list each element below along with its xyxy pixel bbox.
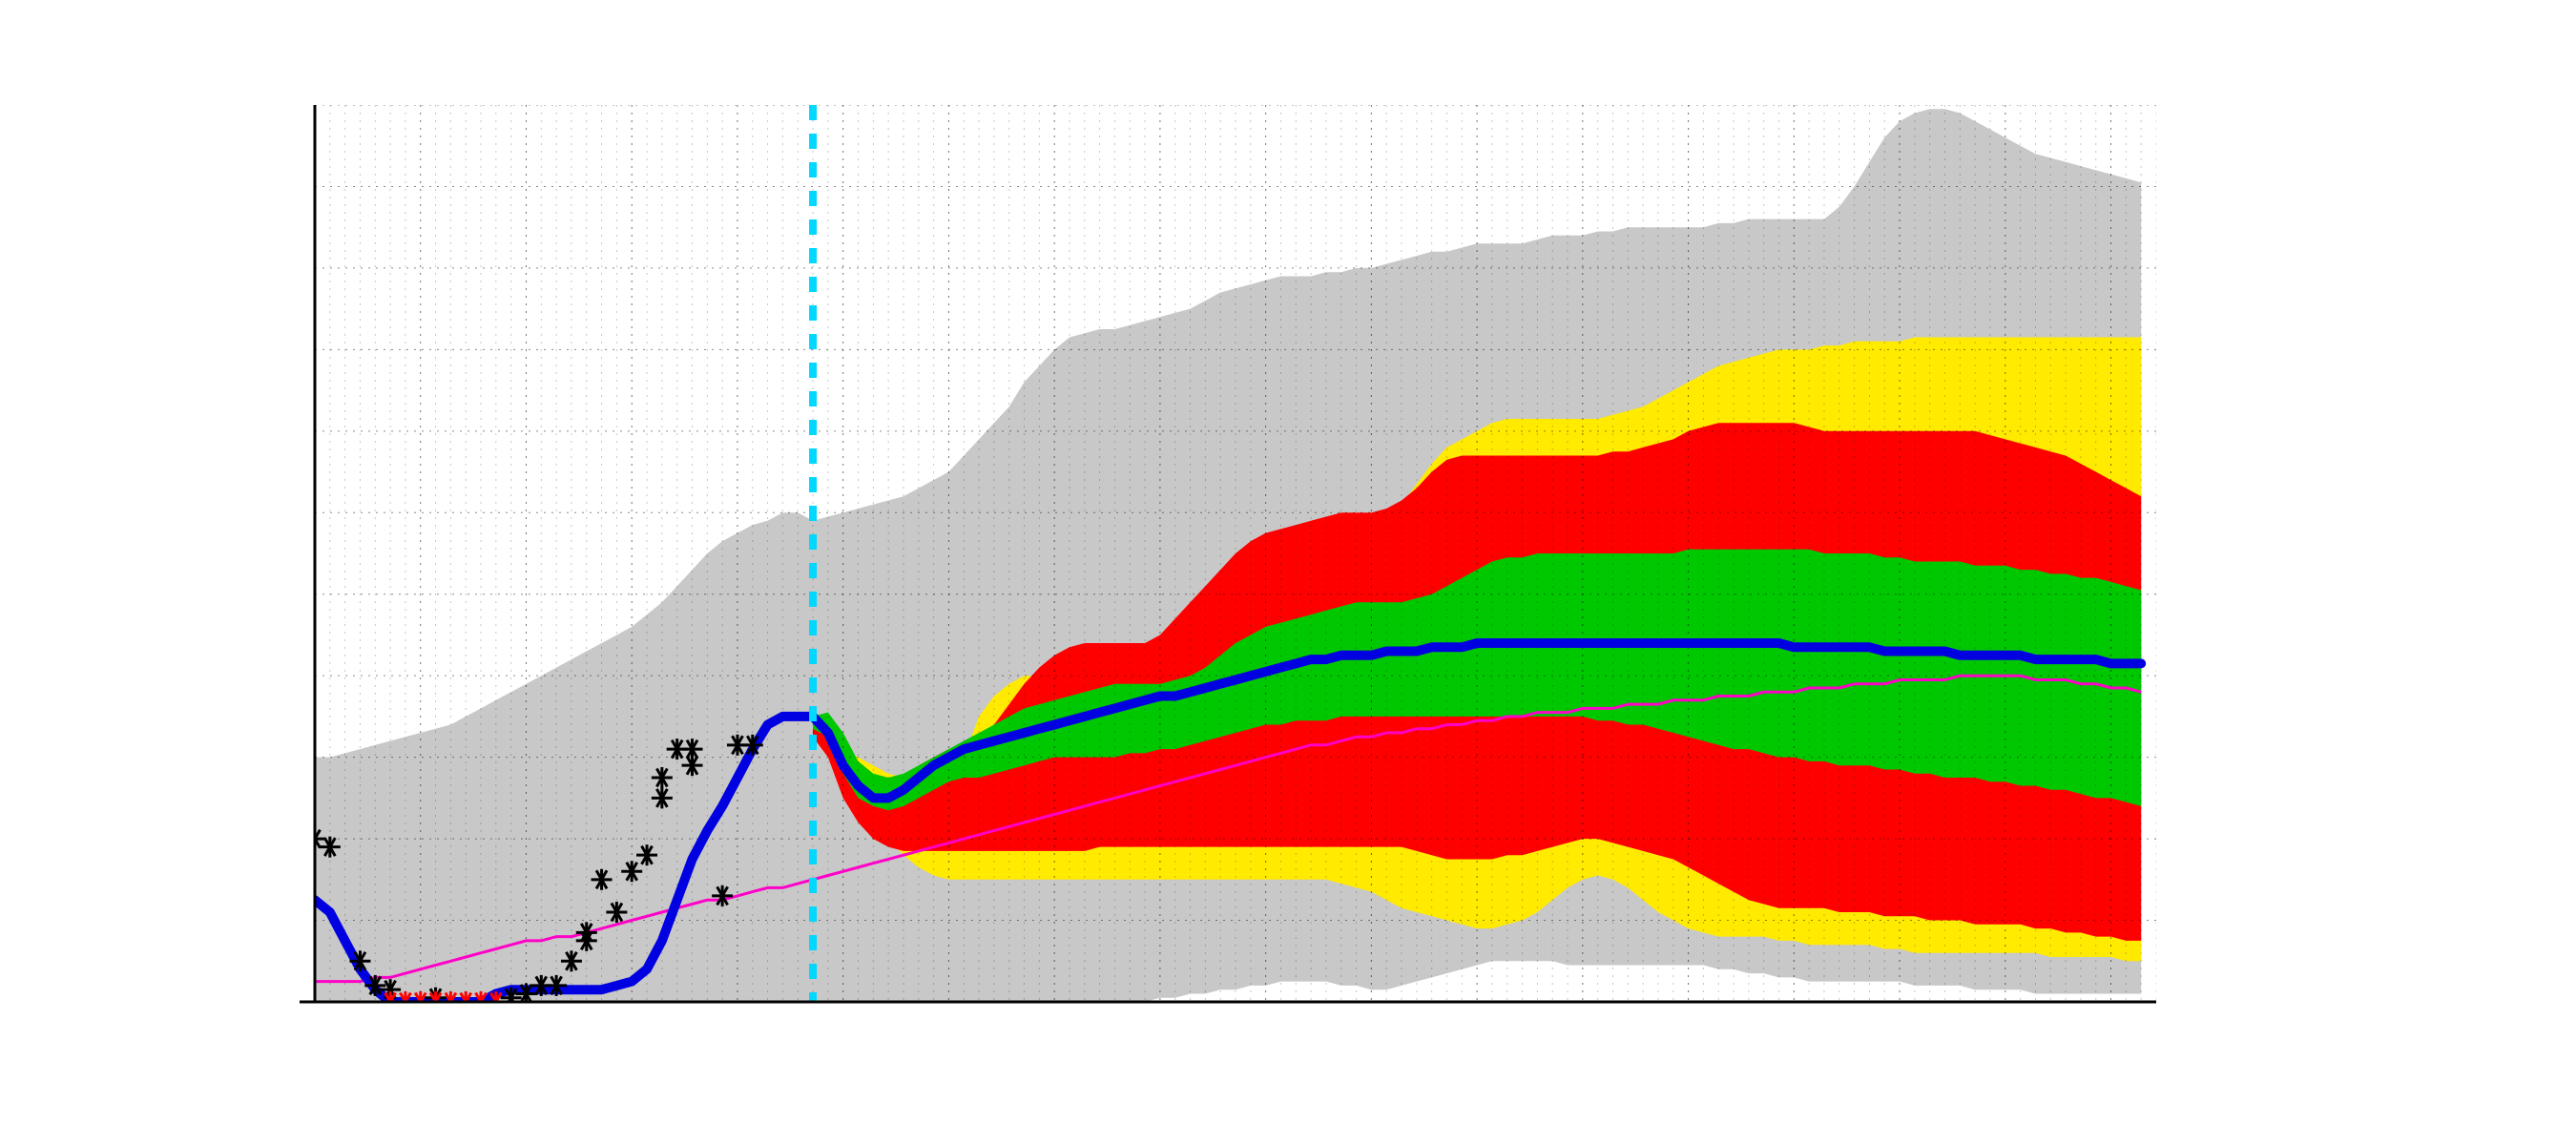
chart-svg bbox=[0, 0, 2576, 1145]
chart-container bbox=[0, 0, 2576, 1145]
plot-area bbox=[304, 105, 2156, 1012]
